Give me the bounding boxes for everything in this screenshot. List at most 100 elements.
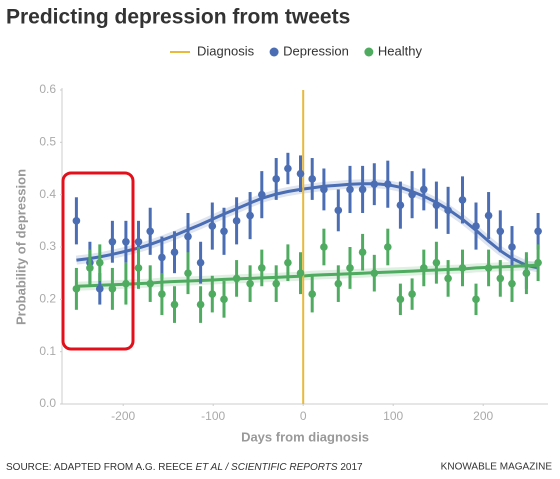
point <box>420 264 428 272</box>
point <box>496 227 505 236</box>
chart-title: Predicting depression from tweets <box>6 6 350 29</box>
point <box>232 274 241 283</box>
point <box>432 201 441 209</box>
point <box>158 253 166 262</box>
point <box>258 190 266 199</box>
point <box>308 290 317 298</box>
plot-area <box>72 90 542 404</box>
point <box>444 206 452 215</box>
point <box>408 290 416 298</box>
point <box>534 227 542 236</box>
point <box>384 243 392 251</box>
point <box>458 196 467 204</box>
x-tick-label: -100 <box>201 409 225 423</box>
point <box>96 258 104 267</box>
point <box>308 175 317 183</box>
point <box>346 264 354 272</box>
trend-line <box>76 182 539 270</box>
point <box>420 185 428 194</box>
source-part: ET AL / SCIENTIFIC REPORTS <box>195 462 337 473</box>
y-axis-label: Probability of depression <box>13 169 28 325</box>
legend-swatch <box>269 47 279 57</box>
legend-label: Diagnosis <box>197 43 255 58</box>
point <box>184 269 192 277</box>
x-tick-label: 0 <box>300 409 307 423</box>
point <box>484 264 493 272</box>
point <box>146 279 154 288</box>
point <box>72 285 81 293</box>
point <box>534 258 542 267</box>
point <box>108 285 117 293</box>
point <box>296 269 305 277</box>
point <box>272 175 281 183</box>
point <box>396 201 405 209</box>
point <box>484 211 493 220</box>
x-axis-label: Days from diagnosis <box>241 429 369 444</box>
legend-label: Healthy <box>378 43 423 58</box>
point <box>196 300 205 309</box>
point <box>158 290 166 298</box>
point <box>122 237 130 246</box>
y-tick-label: 0.6 <box>39 82 56 96</box>
point <box>284 258 292 267</box>
y-tick-label: 0.2 <box>39 292 56 306</box>
point <box>370 269 379 277</box>
point <box>496 274 505 283</box>
point <box>246 279 254 288</box>
point <box>472 295 480 304</box>
point <box>208 222 217 230</box>
point <box>232 217 241 225</box>
point <box>220 295 228 304</box>
point <box>134 264 143 272</box>
point <box>246 211 254 220</box>
point <box>96 285 104 293</box>
point <box>122 279 130 288</box>
x-tick-label: 200 <box>473 409 493 423</box>
point <box>86 264 94 272</box>
point <box>296 169 305 178</box>
legend-swatch <box>364 47 374 57</box>
point <box>184 232 192 241</box>
point <box>358 185 367 194</box>
point <box>208 290 217 298</box>
point <box>108 237 117 246</box>
point <box>472 222 480 230</box>
point <box>258 264 266 272</box>
point <box>370 180 379 188</box>
y-tick-label: 0.1 <box>39 344 56 358</box>
trend-line <box>76 263 539 288</box>
y-tick-label: 0.0 <box>39 396 56 410</box>
point <box>334 279 343 288</box>
point <box>522 269 531 277</box>
point <box>458 264 467 272</box>
point <box>334 206 343 215</box>
legend: Diagnosis Depression Healthy <box>170 43 422 58</box>
x-tick-label: -200 <box>111 409 135 423</box>
highlight-box <box>61 171 135 351</box>
source-part: 2017 <box>338 462 363 473</box>
point <box>146 227 154 236</box>
point <box>408 190 416 199</box>
point <box>508 279 516 288</box>
source-part: SOURCE: ADAPTED FROM A.G. REECE <box>6 462 195 473</box>
y-tick-label: 0.5 <box>39 135 56 149</box>
y-tick-label: 0.4 <box>39 187 56 201</box>
x-tick-label: 100 <box>383 409 403 423</box>
point <box>358 248 367 257</box>
y-tick-label: 0.3 <box>39 239 56 253</box>
point <box>384 180 392 188</box>
point <box>170 300 179 309</box>
legend-label: Depression <box>283 43 349 58</box>
source: SOURCE: ADAPTED FROM A.G. REECE ET AL / … <box>6 462 363 473</box>
point <box>432 258 441 267</box>
point <box>220 227 228 236</box>
point <box>320 185 328 194</box>
point <box>170 248 179 257</box>
point <box>396 295 405 304</box>
point <box>508 243 516 251</box>
point <box>196 258 205 267</box>
point <box>320 243 328 251</box>
point <box>134 237 143 246</box>
point <box>72 217 81 225</box>
